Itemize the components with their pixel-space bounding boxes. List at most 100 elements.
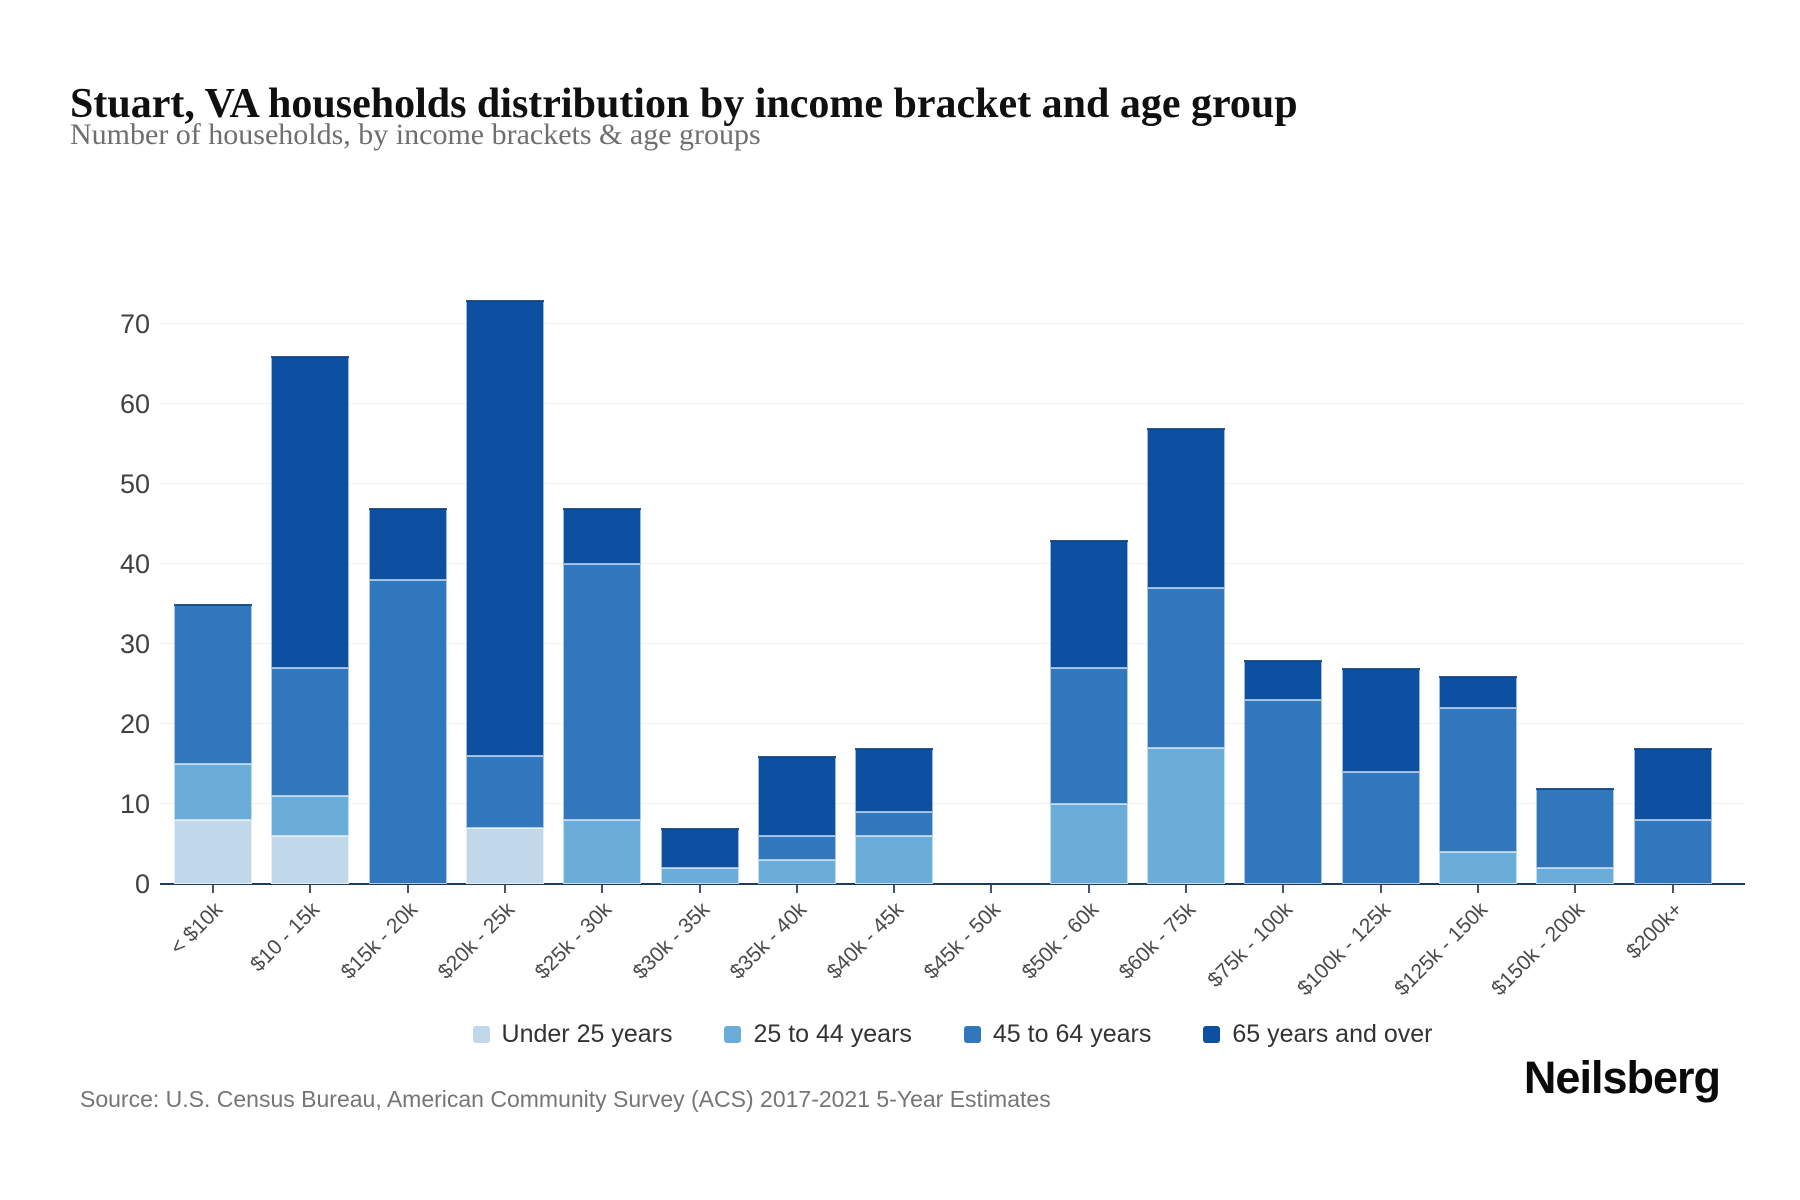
gridline-50 — [160, 483, 1745, 484]
x-axis-tick — [503, 885, 506, 893]
bar-segment[interactable] — [660, 868, 739, 884]
bar-segment[interactable] — [465, 300, 544, 756]
legend-item[interactable]: 25 to 44 years — [724, 1020, 912, 1049]
bar-segment[interactable] — [368, 508, 447, 580]
bar-top-edge — [855, 748, 934, 750]
bar-top-edge — [1341, 668, 1420, 670]
bar-segment[interactable] — [1536, 868, 1615, 884]
bar-segment[interactable] — [174, 604, 252, 764]
bar-segment[interactable] — [174, 764, 252, 820]
y-axis-tick-label: 30 — [119, 629, 150, 659]
bar-segment[interactable] — [855, 812, 934, 836]
x-axis-tick — [212, 885, 214, 893]
x-axis-tick — [1282, 885, 1285, 893]
x-axis-tick — [601, 885, 604, 893]
bar-segment[interactable] — [465, 756, 544, 828]
gridline-30 — [160, 643, 1745, 644]
bar-segment[interactable] — [1147, 428, 1225, 588]
bar-segment[interactable] — [1147, 588, 1225, 748]
x-axis-tick — [1574, 885, 1577, 893]
legend-swatch-icon — [724, 1026, 742, 1043]
bar-segment[interactable] — [1147, 748, 1225, 884]
y-axis-tick-label: 10 — [119, 789, 150, 819]
source-note: Source: U.S. Census Bureau, American Com… — [80, 1086, 1051, 1112]
bar-top-edge — [563, 508, 642, 510]
brand-logo: Neilsberg — [1523, 1052, 1721, 1103]
y-axis-tick-label: 60 — [119, 389, 150, 419]
bar-segment[interactable] — [1341, 668, 1420, 772]
x-axis-tick — [1671, 885, 1674, 893]
bar-segment[interactable] — [1244, 700, 1323, 884]
bar-segment[interactable] — [465, 828, 544, 884]
bar-segment[interactable] — [1049, 804, 1128, 884]
bar-top-edge — [1244, 660, 1323, 662]
x-axis-tick — [990, 885, 993, 893]
bar-segment[interactable] — [563, 564, 642, 820]
x-axis-tick — [1476, 885, 1479, 893]
bar-segment[interactable] — [271, 836, 350, 884]
bar-segment[interactable] — [1536, 788, 1615, 868]
gridline-20 — [160, 723, 1745, 724]
y-axis-tick-label: 20 — [119, 709, 150, 739]
legend-swatch-icon — [963, 1026, 981, 1043]
legend-label: 25 to 44 years — [753, 1020, 912, 1048]
x-axis-tick — [309, 885, 312, 893]
bar-segment[interactable] — [271, 356, 350, 668]
bar-segment[interactable] — [757, 756, 836, 836]
legend-label: 65 years and over — [1232, 1020, 1433, 1048]
bar-segment[interactable] — [271, 668, 350, 796]
bar-segment[interactable] — [757, 836, 836, 860]
bar-segment[interactable] — [1438, 676, 1517, 708]
legend-label: Under 25 years — [501, 1020, 673, 1048]
bar-segment[interactable] — [1341, 772, 1420, 884]
bar-segment[interactable] — [174, 820, 252, 884]
page-title: Stuart, VA households distribution by in… — [70, 81, 1298, 128]
bar-top-edge — [1147, 428, 1225, 430]
bar-segment[interactable] — [1633, 748, 1712, 820]
bar-segment[interactable] — [1049, 540, 1128, 668]
bar-top-edge — [368, 508, 447, 510]
gridline-70 — [160, 323, 1745, 324]
bar-segment[interactable] — [1049, 668, 1128, 804]
x-axis-tick — [698, 885, 701, 893]
bar-top-edge — [1049, 540, 1128, 542]
bar-segment[interactable] — [855, 748, 934, 812]
legend-item[interactable]: Under 25 years — [472, 1020, 673, 1049]
gridline-10 — [160, 803, 1745, 804]
y-axis-tick-label: 40 — [119, 549, 150, 579]
bar-segment[interactable] — [1438, 852, 1517, 884]
bar-top-edge — [271, 356, 350, 358]
y-axis-tick-label: 0 — [134, 869, 150, 899]
bar-top-edge — [1438, 676, 1517, 678]
chart-legend: Under 25 years 25 to 44 years 45 to 64 yea… — [160, 1020, 1745, 1049]
legend-swatch-icon — [1203, 1026, 1221, 1043]
x-axis-tick — [1379, 885, 1382, 893]
bar-segment[interactable] — [563, 820, 642, 884]
bar-segment[interactable] — [368, 580, 447, 884]
legend-label: 45 to 64 years — [992, 1020, 1152, 1048]
x-axis-tick — [893, 885, 896, 893]
page-subtitle: Number of households, by income brackets… — [70, 118, 761, 151]
x-axis-tick — [406, 885, 409, 893]
x-axis-tick — [795, 885, 798, 893]
bar-segment[interactable] — [855, 836, 934, 884]
bar-top-edge — [174, 604, 252, 606]
legend-item[interactable]: 45 to 64 years — [963, 1020, 1152, 1049]
y-axis-tick-label: 50 — [119, 469, 150, 499]
bar-top-edge — [465, 300, 544, 302]
x-axis-line — [160, 883, 1745, 885]
bar-segment[interactable] — [1633, 820, 1712, 884]
y-axis-tick-label: 70 — [119, 309, 150, 339]
gridline-40 — [160, 563, 1745, 564]
bar-segment[interactable] — [1438, 708, 1517, 852]
bar-top-edge — [757, 756, 836, 758]
bar-segment[interactable] — [757, 860, 836, 884]
legend-item[interactable]: 65 years and over — [1203, 1020, 1432, 1049]
legend-swatch-icon — [472, 1026, 490, 1043]
bar-segment[interactable] — [660, 828, 739, 868]
bar-segment[interactable] — [1244, 660, 1323, 700]
bar-segment[interactable] — [271, 796, 350, 836]
gridline-60 — [160, 403, 1745, 404]
bar-segment[interactable] — [563, 508, 642, 564]
